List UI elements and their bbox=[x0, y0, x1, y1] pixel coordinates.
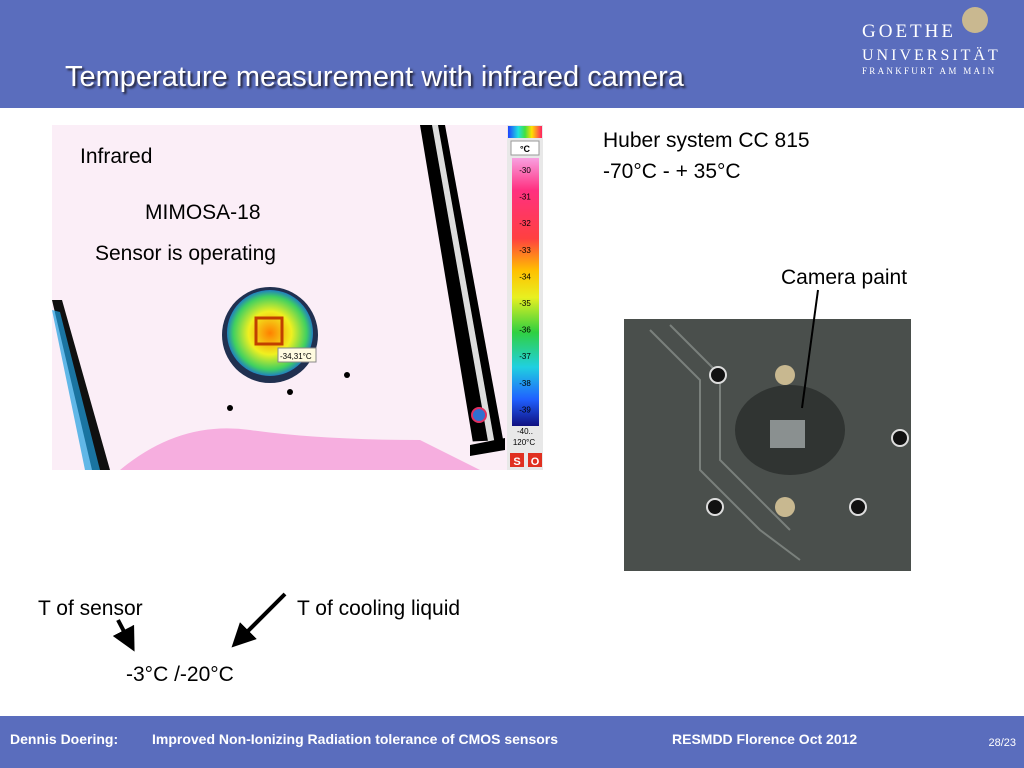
footer-talk: Improved Non-Ionizing Radiation toleranc… bbox=[152, 731, 558, 747]
scale-tick-label: -37 bbox=[519, 352, 531, 361]
button-label[interactable]: O bbox=[531, 456, 540, 468]
photo bbox=[624, 319, 911, 571]
scale-tick-label: -38 bbox=[519, 379, 531, 388]
logo-line: FRANKFURT AM MAIN bbox=[862, 66, 996, 76]
arrow bbox=[112, 619, 135, 652]
title: Temperature measurement with infrared ca… bbox=[65, 61, 685, 93]
header-bar bbox=[0, 0, 1024, 108]
scale-tick-label: -35 bbox=[519, 299, 531, 308]
page-number: 28/23 bbox=[988, 737, 1016, 749]
button-label[interactable]: S bbox=[513, 456, 520, 468]
image-label: Infrared bbox=[80, 145, 152, 168]
scale-tick-label: -31 bbox=[519, 193, 531, 202]
image-label: MIMOSA-18 bbox=[145, 201, 261, 224]
logo-portrait bbox=[962, 7, 988, 33]
scale-tick-label: -34 bbox=[519, 272, 531, 281]
annotation: T of cooling liquid bbox=[297, 597, 460, 620]
scale-tick-label: -39 bbox=[519, 405, 531, 414]
scale-unit: °C bbox=[520, 144, 531, 154]
footer-author: Dennis Doering: bbox=[10, 731, 118, 747]
annotation: T of sensor bbox=[38, 597, 143, 620]
logo-line: UNIVERSITÄT bbox=[862, 46, 1001, 64]
footer-event: RESMDD Florence Oct 2012 bbox=[672, 731, 857, 747]
annotation: -3°C /-20°C bbox=[126, 663, 234, 686]
cooling-system: Huber system CC 815 bbox=[603, 129, 810, 152]
color-scale: °C -40.. 120°C S O -30 -31 -32 -33 -34 -35 -36… bbox=[507, 125, 543, 470]
scale-range: 120°C bbox=[513, 438, 536, 447]
scale-range: -40.. bbox=[517, 427, 533, 436]
pointer-line bbox=[801, 289, 819, 409]
button[interactable] bbox=[510, 453, 524, 467]
arrow bbox=[231, 592, 287, 648]
footer-bar bbox=[0, 716, 1024, 768]
scale-tick-label: -30 bbox=[519, 166, 531, 175]
scale-tick-label: -33 bbox=[519, 246, 531, 255]
logo-line: GOETHE bbox=[862, 21, 956, 42]
scale-tick-label: -36 bbox=[519, 326, 531, 335]
cooling-range: -70°C - + 35°C bbox=[603, 160, 741, 183]
photo-label: Camera paint bbox=[781, 266, 907, 289]
button[interactable] bbox=[528, 453, 542, 467]
image-label: Sensor is operating bbox=[95, 242, 276, 265]
infrared-image: -34,31°C Infrared MIMOSA-18 Sensor is op… bbox=[52, 125, 507, 470]
temperature-reading: -34,31°C bbox=[280, 352, 312, 361]
scale-tick-label: -32 bbox=[519, 219, 531, 228]
